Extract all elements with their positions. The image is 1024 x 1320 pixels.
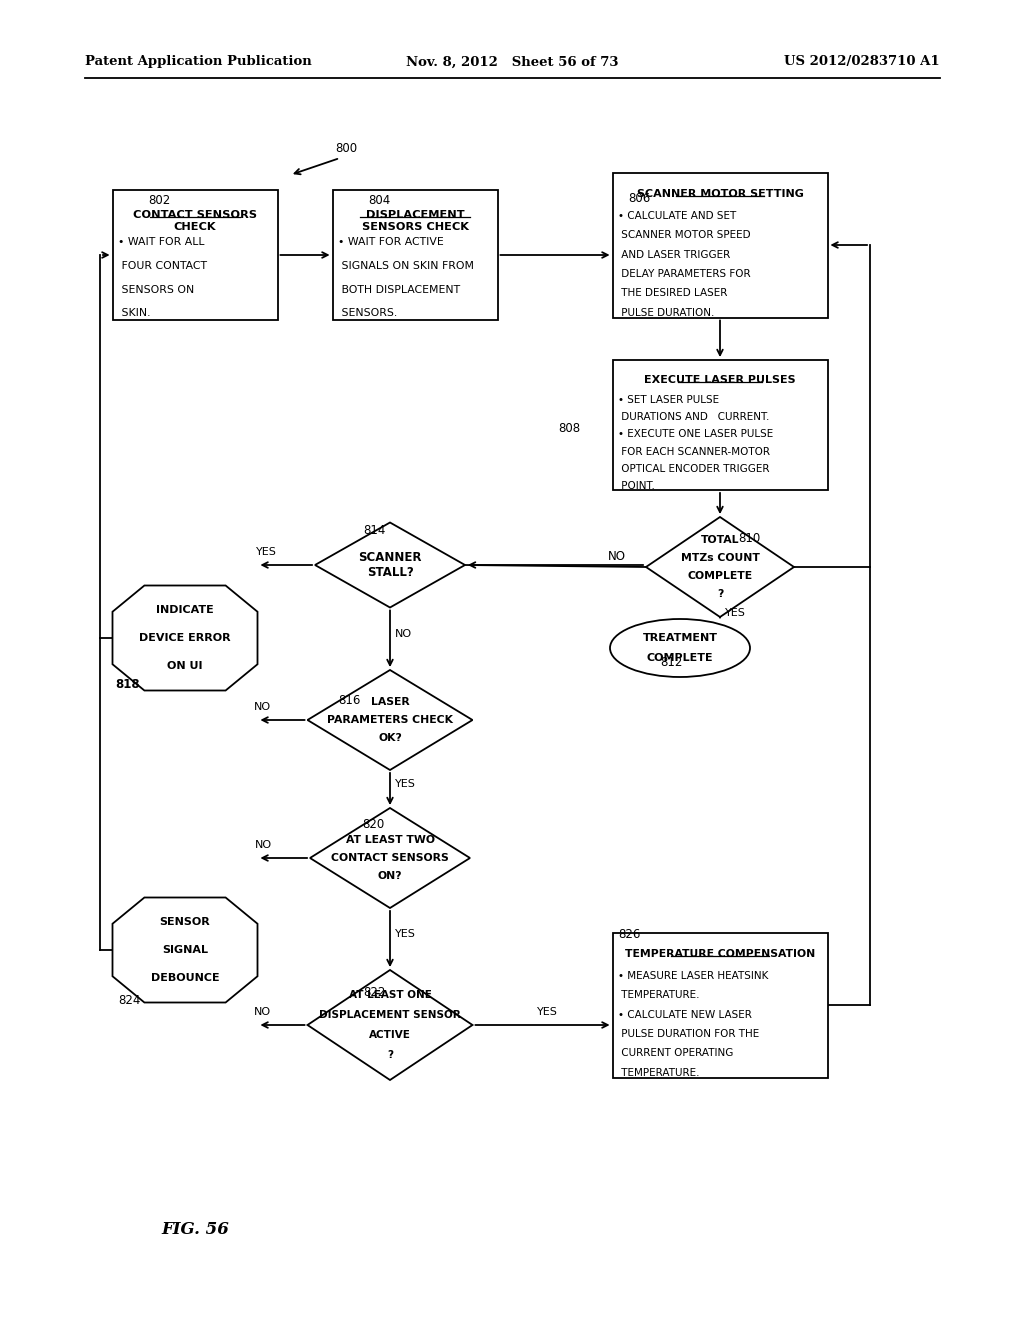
Text: 824: 824: [118, 994, 140, 1006]
Text: 820: 820: [362, 818, 384, 832]
Polygon shape: [113, 586, 257, 690]
Text: SIGNAL: SIGNAL: [162, 945, 208, 954]
Text: ?: ?: [717, 589, 723, 599]
Text: DEBOUNCE: DEBOUNCE: [151, 973, 219, 983]
Text: NO: NO: [255, 840, 272, 850]
Bar: [113, 190, 278, 319]
Text: TREATMENT: TREATMENT: [642, 632, 718, 643]
Text: NO: NO: [608, 550, 626, 564]
Bar: [612, 932, 827, 1077]
Text: 808: 808: [558, 421, 581, 434]
Text: ON?: ON?: [378, 871, 402, 880]
Text: SENSORS.: SENSORS.: [339, 308, 397, 318]
Polygon shape: [113, 898, 257, 1002]
Text: SKIN.: SKIN.: [119, 308, 151, 318]
Text: AND LASER TRIGGER: AND LASER TRIGGER: [618, 249, 731, 260]
Text: CONTACT SENSORS
CHECK: CONTACT SENSORS CHECK: [133, 210, 257, 232]
Text: YES: YES: [395, 779, 416, 789]
Text: Nov. 8, 2012   Sheet 56 of 73: Nov. 8, 2012 Sheet 56 of 73: [406, 55, 618, 69]
Text: CONTACT SENSORS: CONTACT SENSORS: [331, 853, 449, 863]
Text: 814: 814: [362, 524, 385, 536]
Bar: [612, 173, 827, 318]
Text: 804: 804: [368, 194, 390, 206]
Text: • MEASURE LASER HEATSINK: • MEASURE LASER HEATSINK: [618, 972, 769, 981]
Text: SENSOR: SENSOR: [160, 916, 210, 927]
Text: MTZs COUNT: MTZs COUNT: [681, 553, 760, 564]
Text: NO: NO: [254, 702, 271, 711]
Text: PARAMETERS CHECK: PARAMETERS CHECK: [327, 715, 453, 725]
Text: TOTAL: TOTAL: [700, 535, 739, 545]
Polygon shape: [315, 523, 465, 607]
Text: • WAIT FOR ALL: • WAIT FOR ALL: [119, 238, 205, 247]
Text: 802: 802: [148, 194, 170, 206]
Polygon shape: [307, 970, 472, 1080]
Text: DURATIONS AND   CURRENT.: DURATIONS AND CURRENT.: [618, 412, 770, 422]
Text: OK?: OK?: [378, 733, 402, 743]
Text: 826: 826: [618, 928, 640, 941]
Text: TEMPERATURE.: TEMPERATURE.: [618, 1068, 700, 1078]
Text: NO: NO: [254, 1007, 271, 1016]
Text: 816: 816: [338, 693, 360, 706]
Text: ?: ?: [387, 1049, 393, 1060]
Bar: [333, 190, 498, 319]
Text: SENSORS ON: SENSORS ON: [119, 285, 195, 294]
Text: COMPLETE: COMPLETE: [647, 653, 714, 663]
Text: • EXECUTE ONE LASER PULSE: • EXECUTE ONE LASER PULSE: [618, 429, 774, 440]
Text: FIG. 56: FIG. 56: [161, 1221, 229, 1238]
Text: YES: YES: [395, 929, 416, 939]
Text: YES: YES: [537, 1007, 558, 1016]
Text: SIGNALS ON SKIN FROM: SIGNALS ON SKIN FROM: [339, 261, 474, 271]
Text: PULSE DURATION.: PULSE DURATION.: [618, 308, 715, 318]
Bar: [612, 360, 827, 490]
Text: • CALCULATE NEW LASER: • CALCULATE NEW LASER: [618, 1010, 753, 1020]
Text: STALL?: STALL?: [367, 566, 414, 579]
Text: BOTH DISPLACEMENT: BOTH DISPLACEMENT: [339, 285, 461, 294]
Text: 806: 806: [628, 191, 650, 205]
Text: 800: 800: [335, 141, 357, 154]
Text: OPTICAL ENCODER TRIGGER: OPTICAL ENCODER TRIGGER: [618, 465, 770, 474]
Text: SCANNER MOTOR SETTING: SCANNER MOTOR SETTING: [637, 189, 804, 199]
Text: SCANNER: SCANNER: [358, 550, 422, 564]
Text: FOR EACH SCANNER-MOTOR: FOR EACH SCANNER-MOTOR: [618, 446, 770, 457]
Text: Patent Application Publication: Patent Application Publication: [85, 55, 311, 69]
Text: CURRENT OPERATING: CURRENT OPERATING: [618, 1048, 734, 1059]
Text: DEVICE ERROR: DEVICE ERROR: [139, 634, 230, 643]
Text: TEMPERATURE.: TEMPERATURE.: [618, 990, 700, 1001]
Text: 810: 810: [738, 532, 760, 544]
Text: DISPLACEMENT SENSOR: DISPLACEMENT SENSOR: [319, 1010, 461, 1020]
Text: NO: NO: [395, 628, 412, 639]
Text: POINT.: POINT.: [618, 482, 655, 491]
Text: US 2012/0283710 A1: US 2012/0283710 A1: [784, 55, 940, 69]
Polygon shape: [646, 517, 794, 616]
Text: EXECUTE LASER PULSES: EXECUTE LASER PULSES: [644, 375, 796, 384]
Text: YES: YES: [725, 609, 745, 618]
Ellipse shape: [610, 619, 750, 677]
Text: DELAY PARAMETERS FOR: DELAY PARAMETERS FOR: [618, 269, 752, 279]
Text: ACTIVE: ACTIVE: [369, 1030, 411, 1040]
Text: INDICATE: INDICATE: [156, 605, 214, 615]
Text: TEMPERATURE COMPENSATION: TEMPERATURE COMPENSATION: [625, 949, 815, 958]
Text: 818: 818: [115, 678, 139, 692]
Text: AT LEAST ONE: AT LEAST ONE: [348, 990, 431, 1001]
Text: PULSE DURATION FOR THE: PULSE DURATION FOR THE: [618, 1030, 760, 1039]
Text: • SET LASER PULSE: • SET LASER PULSE: [618, 395, 720, 405]
Text: 822: 822: [362, 986, 385, 998]
Text: YES: YES: [256, 546, 276, 557]
Text: SCANNER MOTOR SPEED: SCANNER MOTOR SPEED: [618, 231, 752, 240]
Text: AT LEAST TWO: AT LEAST TWO: [345, 836, 434, 845]
Text: • CALCULATE AND SET: • CALCULATE AND SET: [618, 211, 736, 222]
Text: FOUR CONTACT: FOUR CONTACT: [119, 261, 208, 271]
Text: • WAIT FOR ACTIVE: • WAIT FOR ACTIVE: [339, 238, 444, 247]
Text: THE DESIRED LASER: THE DESIRED LASER: [618, 289, 728, 298]
Polygon shape: [310, 808, 470, 908]
Text: LASER: LASER: [371, 697, 410, 708]
Text: 812: 812: [660, 656, 682, 668]
Text: COMPLETE: COMPLETE: [687, 572, 753, 581]
Polygon shape: [307, 671, 472, 770]
Text: ON UI: ON UI: [167, 661, 203, 672]
Text: DISPLACEMENT
SENSORS CHECK: DISPLACEMENT SENSORS CHECK: [361, 210, 469, 232]
